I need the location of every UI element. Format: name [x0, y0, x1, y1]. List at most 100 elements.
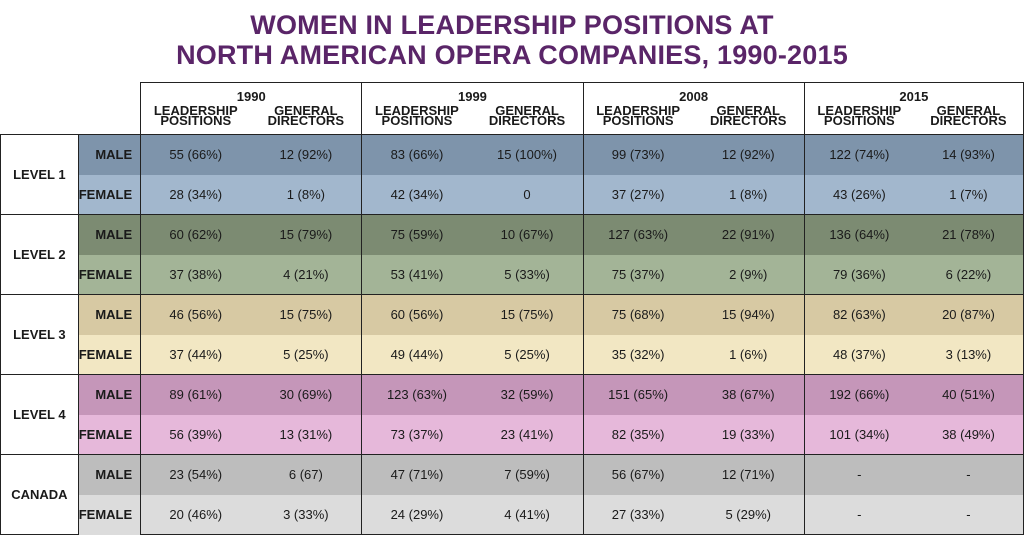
- general-director-cell: 23 (41%): [471, 414, 584, 455]
- table-row: LEVEL 2 MALE 60 (62%) 15 (79%) 75 (59%) 10 (6…: [0, 214, 1024, 295]
- general-director-cell: -: [913, 494, 1024, 535]
- chart-title: WOMEN IN LEADERSHIP POSITIONS AT NORTH A…: [0, 0, 1024, 70]
- general-header-line2: DIRECTORS: [267, 112, 344, 128]
- general-director-cell: 10 (67%): [471, 214, 584, 255]
- general-directors-header: GENERAL DIRECTORS: [471, 102, 584, 135]
- gender-label-male: MALE: [78, 214, 141, 255]
- general-director-cell: 2 (9%): [692, 254, 805, 295]
- leadership-cell: 122 (74%): [803, 134, 914, 175]
- year-header-2015: 2015: [803, 82, 1024, 104]
- general-director-cell: 6 (67): [250, 454, 362, 495]
- table-row: FEMALE 20 (46%) 3 (33%) 24 (29%) 4 (41%) 27 (…: [1, 494, 1024, 535]
- general-director-cell: 3 (13%): [913, 334, 1024, 375]
- sub-header-corner: [1, 104, 141, 135]
- general-header-line2: DIRECTORS: [488, 112, 566, 128]
- leadership-cell: 82 (63%): [803, 294, 914, 335]
- leadership-cell: 75 (59%): [361, 214, 472, 255]
- leadership-header-line2: POSITIONS: [381, 112, 453, 128]
- general-header-line1: GENERAL: [495, 102, 559, 118]
- leadership-cell: 46 (56%): [140, 294, 251, 335]
- leadership-cell: 136 (64%): [803, 214, 914, 255]
- leadership-cell: 37 (38%): [140, 254, 251, 295]
- general-director-cell: 5 (25%): [471, 334, 584, 375]
- general-director-cell: 5 (25%): [250, 334, 362, 375]
- leadership-header-line1: LEADERSHIP: [375, 102, 459, 118]
- leadership-cell: 37 (27%): [582, 174, 693, 215]
- leadership-positions-header: LEADERSHIP POSITIONS: [803, 103, 914, 135]
- general-director-cell: 12 (92%): [692, 134, 805, 175]
- title-line-1: WOMEN IN LEADERSHIP POSITIONS AT: [250, 10, 774, 40]
- general-director-cell: 15 (75%): [471, 294, 584, 335]
- general-director-cell: 15 (94%): [692, 294, 805, 335]
- leadership-cell: 99 (73%): [582, 134, 693, 175]
- table-row: FEMALE 37 (44%) 5 (25%) 49 (44%) 5 (25%) 35 (…: [1, 334, 1024, 375]
- group-label-level-3: LEVEL 3: [0, 294, 79, 375]
- general-director-cell: 13 (31%): [250, 414, 362, 455]
- general-director-cell: 15 (75%): [250, 294, 362, 335]
- general-director-cell: 1 (7%): [913, 174, 1024, 215]
- leadership-cell: 127 (63%): [582, 214, 693, 255]
- gender-label-male: MALE: [78, 294, 141, 335]
- general-director-cell: 0: [471, 174, 584, 215]
- general-director-cell: 15 (100%): [471, 134, 584, 175]
- general-director-cell: 12 (71%): [692, 454, 805, 495]
- table-row: FEMALE 28 (34%) 1 (8%) 42 (34%) 0 37 (27%) 1 (…: [1, 174, 1024, 215]
- leadership-cell: 28 (34%): [140, 174, 251, 215]
- gender-label-female: FEMALE: [78, 494, 141, 535]
- sub-header-row: LEADERSHIP POSITIONS GENERAL DIRECTORS LEADE…: [1, 102, 1024, 135]
- general-director-cell: 1 (6%): [692, 334, 805, 375]
- table-row: LEVEL 3 MALE 46 (56%) 15 (75%) 60 (56%) 15 (7…: [0, 294, 1024, 375]
- table-row: LEVEL 4 MALE 89 (61%) 30 (69%) 123 (63%) 32 (…: [0, 374, 1024, 455]
- leadership-cell: 192 (66%): [803, 374, 914, 415]
- table-row: FEMALE 56 (39%) 13 (31%) 73 (37%) 23 (41%) 82…: [1, 414, 1024, 455]
- leadership-cell: 75 (37%): [582, 254, 693, 295]
- leadership-cell: -: [803, 494, 914, 535]
- general-director-cell: 3 (33%): [250, 494, 362, 535]
- leadership-cell: 101 (34%): [803, 414, 914, 455]
- leadership-cell: 82 (35%): [582, 414, 693, 455]
- general-header-line2: DIRECTORS: [930, 112, 1007, 128]
- leadership-cell: 47 (71%): [361, 454, 472, 495]
- general-director-cell: 15 (79%): [250, 214, 362, 255]
- leadership-cell: 24 (29%): [361, 494, 472, 535]
- general-director-cell: 14 (93%): [913, 134, 1024, 175]
- gender-label-male: MALE: [78, 374, 141, 415]
- general-director-cell: 6 (22%): [913, 254, 1024, 295]
- general-director-cell: 32 (59%): [471, 374, 584, 415]
- table-row: CANADA MALE 23 (54%) 6 (67) 47 (71%) 7 (59%) 5…: [0, 454, 1024, 535]
- leadership-positions-header: LEADERSHIP POSITIONS: [361, 102, 472, 135]
- year-header-1999: 1999: [361, 82, 584, 104]
- general-director-cell: 4 (21%): [250, 254, 362, 295]
- general-directors-header: GENERAL DIRECTORS: [913, 102, 1024, 135]
- leadership-cell: 49 (44%): [361, 334, 472, 375]
- leadership-cell: 89 (61%): [140, 374, 251, 415]
- general-director-cell: 38 (67%): [692, 374, 805, 415]
- general-director-cell: 21 (78%): [913, 214, 1024, 255]
- general-director-cell: 1 (8%): [250, 174, 362, 215]
- leadership-cell: 56 (67%): [582, 454, 693, 495]
- general-header-line1: GENERAL: [936, 102, 1001, 118]
- leadership-cell: 75 (68%): [582, 294, 693, 335]
- general-director-cell: 4 (41%): [471, 494, 584, 535]
- general-director-cell: 5 (29%): [692, 494, 805, 535]
- leadership-header-line2: POSITIONS: [823, 112, 895, 128]
- leadership-cell: 73 (37%): [361, 414, 472, 455]
- leadership-cell: 27 (33%): [582, 494, 693, 535]
- leadership-header-line2: POSITIONS: [160, 112, 232, 128]
- leadership-cell: 42 (34%): [361, 174, 472, 215]
- header-corner: [1, 83, 141, 104]
- leadership-cell: 79 (36%): [803, 254, 914, 295]
- general-header-line1: GENERAL: [716, 102, 780, 118]
- general-director-cell: 30 (69%): [250, 374, 362, 415]
- leadership-cell: 43 (26%): [803, 174, 914, 215]
- general-directors-header: GENERAL DIRECTORS: [692, 102, 805, 135]
- general-header-line1: GENERAL: [274, 102, 338, 118]
- leadership-cell: 48 (37%): [803, 334, 914, 375]
- gender-label-male: MALE: [78, 454, 141, 495]
- gender-label-female: FEMALE: [78, 174, 141, 215]
- leadership-cell: 56 (39%): [140, 414, 251, 455]
- general-director-cell: 38 (49%): [913, 414, 1024, 455]
- leadership-header-line1: LEADERSHIP: [596, 102, 681, 118]
- year-header-2008: 2008: [582, 82, 805, 104]
- group-label-level-1: LEVEL 1: [0, 134, 79, 215]
